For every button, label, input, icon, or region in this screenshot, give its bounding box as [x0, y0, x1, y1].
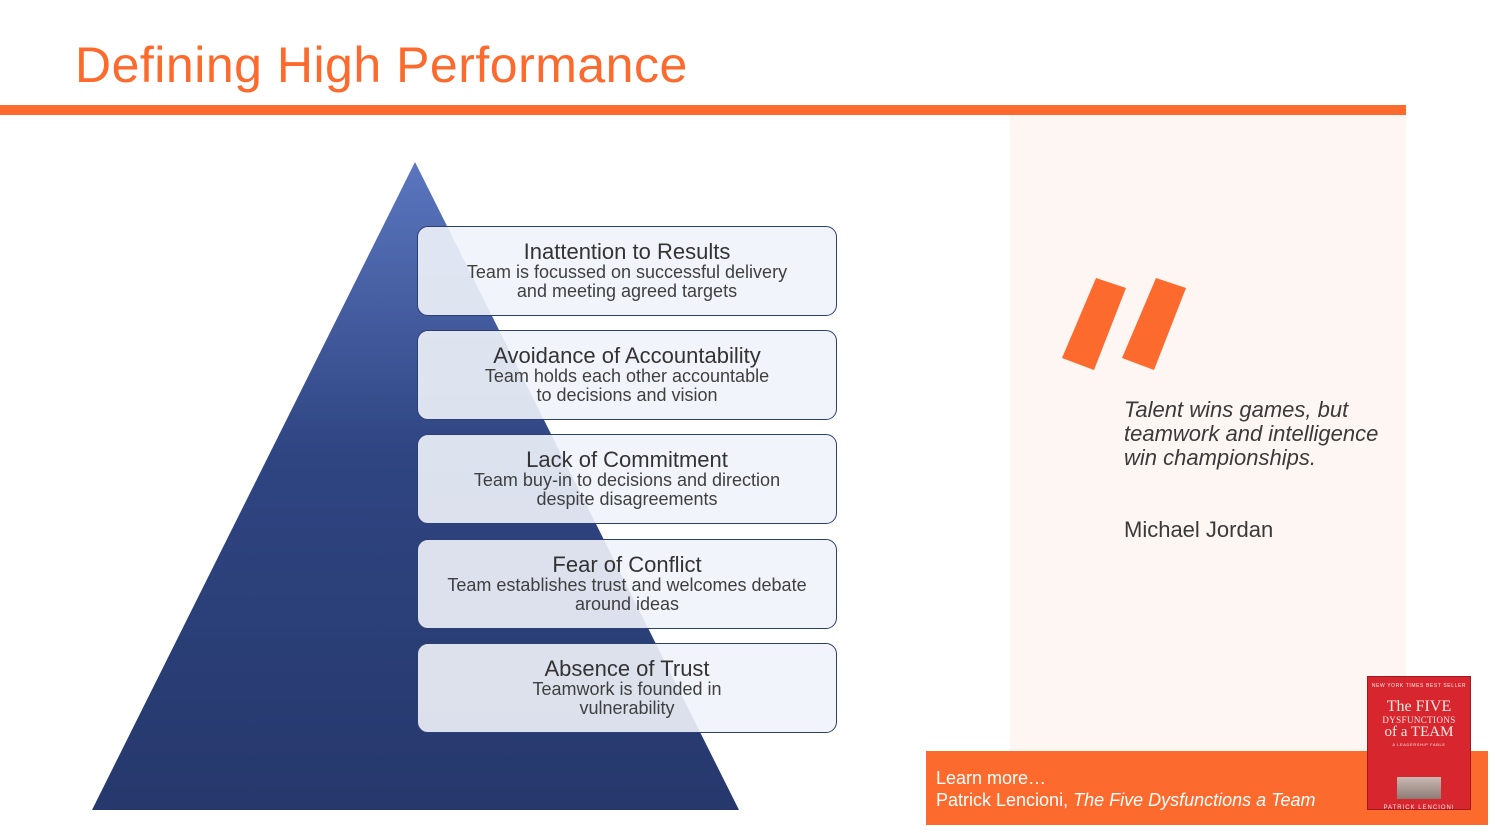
- reference-book-title: The Five Dysfunctions a Team: [1073, 790, 1316, 810]
- level-description-line: and meeting agreed targets: [516, 281, 738, 301]
- book-cover-image: NEW YORK TIMES BEST SELLER The FIVE DYSF…: [1367, 676, 1471, 811]
- learn-more-label: Learn more…: [936, 768, 1047, 788]
- pyramid-level-conflict: Fear of Conflict Team establishes trust …: [417, 539, 837, 629]
- book-banner: NEW YORK TIMES BEST SELLER: [1371, 683, 1467, 689]
- level-description-line: despite disagreements: [536, 489, 718, 509]
- level-description-line: Team is focussed on successful delivery: [466, 262, 788, 282]
- reference-author: Patrick Lencioni,: [936, 790, 1074, 810]
- level-description-line: Team establishes trust and welcomes deba…: [447, 575, 807, 595]
- book-cover-photo: [1397, 777, 1441, 799]
- level-description-line: around ideas: [574, 594, 680, 614]
- book-title-line: The FIVE: [1386, 698, 1452, 715]
- pyramid-level-results: Inattention to Results Team is focussed …: [417, 226, 837, 316]
- level-heading: Lack of Commitment: [526, 447, 728, 472]
- quotation-mark-icon: [1062, 278, 1186, 370]
- pyramid-level-commitment: Lack of Commitment Team buy-in to decisi…: [417, 434, 837, 524]
- quote-text: Talent wins games, but teamwork and inte…: [1124, 397, 1379, 470]
- level-description-line: Teamwork is founded in: [532, 679, 722, 699]
- level-heading: Fear of Conflict: [552, 552, 702, 577]
- page-title: Defining High Performance: [75, 37, 688, 93]
- title-underline: [0, 105, 1406, 115]
- level-description-line: Team holds each other accountable: [484, 366, 770, 386]
- learn-more-reference: Patrick Lencioni, The Five Dysfunctions …: [936, 789, 1488, 811]
- pyramid-level-accountability: Avoidance of Accountability Team holds e…: [417, 330, 837, 420]
- level-description-line: vulnerability: [579, 698, 675, 718]
- book-title-line: DYSFUNCTIONS: [1382, 715, 1456, 725]
- level-heading: Inattention to Results: [523, 239, 731, 264]
- quote-panel: [1010, 115, 1406, 751]
- book-title-line: of a TEAM: [1384, 724, 1454, 740]
- level-heading: Avoidance of Accountability: [493, 343, 761, 368]
- level-heading: Absence of Trust: [544, 656, 710, 681]
- pyramid-level-trust: Absence of Trust Teamwork is founded in …: [417, 643, 837, 733]
- book-subtitle: A LEADERSHIP FABLE: [1392, 742, 1446, 747]
- book-author: PATRICK LENCIONI: [1383, 805, 1455, 811]
- quote-author: Michael Jordan: [1124, 517, 1274, 542]
- level-description-line: Team buy-in to decisions and direction: [473, 470, 781, 490]
- level-description-line: to decisions and vision: [536, 385, 718, 405]
